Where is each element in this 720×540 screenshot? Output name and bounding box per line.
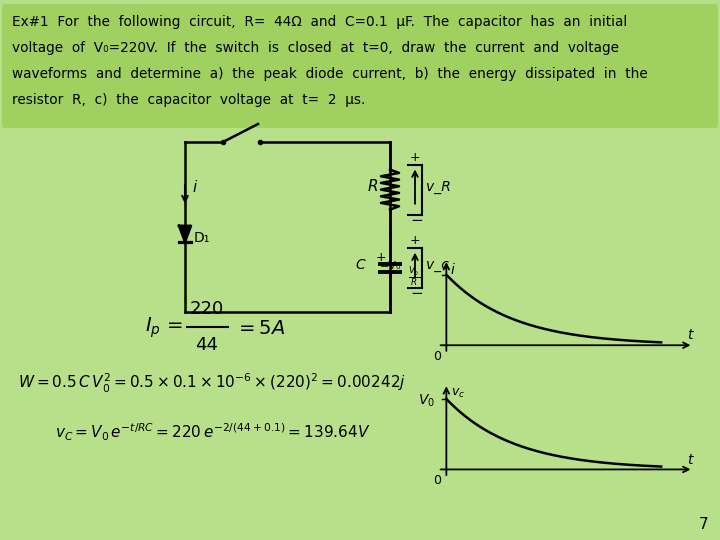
Text: +: + xyxy=(410,151,420,164)
Text: i: i xyxy=(192,179,197,194)
Text: $v_c$: $v_c$ xyxy=(451,387,464,400)
Text: waveforms  and  determine  a)  the  peak  diode  current,  b)  the  energy  diss: waveforms and determine a) the peak diod… xyxy=(12,67,648,81)
Polygon shape xyxy=(179,226,191,242)
Text: D₁: D₁ xyxy=(194,231,210,245)
Text: =V₀: =V₀ xyxy=(380,261,402,271)
Text: voltage  of  V₀=220V.  If  the  switch  is  closed  at  t=0,  draw  the  current: voltage of V₀=220V. If the switch is clo… xyxy=(12,41,619,55)
Text: $W = 0.5\,C\,V_0^2 = 0.5 \times 0.1 \times 10^{-6} \times (220)^2= 0.00242j$: $W = 0.5\,C\,V_0^2 = 0.5 \times 0.1 \tim… xyxy=(18,372,406,395)
Text: t: t xyxy=(687,328,693,342)
Text: v_R: v_R xyxy=(426,180,451,194)
Text: 220: 220 xyxy=(190,300,224,318)
Text: resistor  R,  c)  the  capacitor  voltage  at  t=  2  μs.: resistor R, c) the capacitor voltage at … xyxy=(12,93,365,107)
Text: $V_0$: $V_0$ xyxy=(418,393,436,409)
Text: v_c: v_c xyxy=(426,258,449,272)
Text: C: C xyxy=(355,258,365,272)
Text: 0: 0 xyxy=(433,474,441,488)
Text: i: i xyxy=(451,263,454,276)
Text: −: − xyxy=(410,286,423,301)
Text: $I_p\,=$: $I_p\,=$ xyxy=(145,316,184,340)
Text: R: R xyxy=(368,179,379,194)
FancyBboxPatch shape xyxy=(2,4,718,128)
Text: −: − xyxy=(410,213,423,227)
Text: 0: 0 xyxy=(433,350,441,363)
Text: $= 5A$: $= 5A$ xyxy=(235,319,285,338)
Text: Ex#1  For  the  following  circuit,  R=  44Ω  and  C=0.1  μF.  The  capacitor  h: Ex#1 For the following circuit, R= 44Ω a… xyxy=(12,15,627,29)
Text: 44: 44 xyxy=(196,336,218,354)
Text: +: + xyxy=(410,234,420,247)
Text: +: + xyxy=(376,251,387,264)
Text: 7: 7 xyxy=(698,517,708,532)
Text: $v_C = V_0\,e^{-t/RC} = 220\,e^{-2/(44+0.1)} = 139.64V$: $v_C = V_0\,e^{-t/RC} = 220\,e^{-2/(44+0… xyxy=(55,422,370,443)
Text: $\frac{V_0}{R}$: $\frac{V_0}{R}$ xyxy=(408,265,420,288)
Text: t: t xyxy=(687,453,693,467)
